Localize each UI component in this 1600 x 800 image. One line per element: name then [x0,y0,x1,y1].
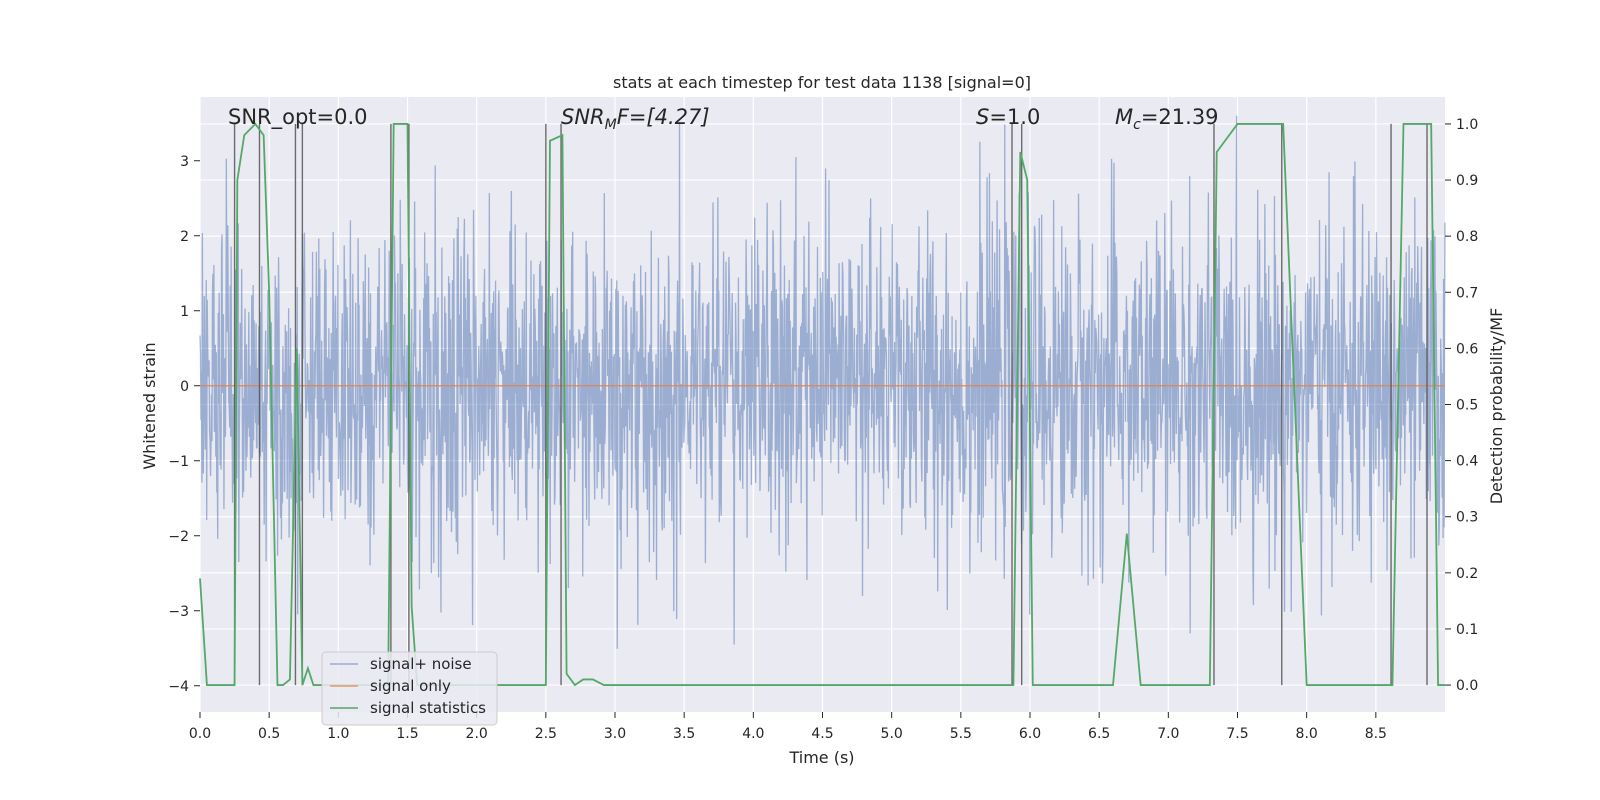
x-tick-label: 6.5 [1088,726,1110,742]
y2-tick-label: 0.7 [1456,285,1478,301]
annotation-snr-opt: SNR_opt=0.0 [228,105,368,130]
legend: signal+ noise signal only signal statist… [321,651,498,726]
x-tick-label: 0.5 [258,726,280,742]
y2-tick-label: 0.6 [1456,341,1478,357]
x-tick-label: 3.5 [673,726,695,742]
y-tick-label: 3 [180,154,189,170]
y2-tick-label: 1.0 [1456,117,1478,133]
signal-statistics-line [199,122,1445,687]
annotation-mc: Mc=21.39 [1115,105,1219,133]
y-tick-label: 0 [180,379,189,395]
y-axis-label: Whitened strain [140,342,159,469]
signal-noise-series [199,115,1446,649]
annotation-s-rest: =1.0 [989,105,1040,129]
legend-label-signal-only: signal only [370,677,451,695]
y2-tick-label: 0.0 [1456,678,1478,694]
annotation-snr-mf-rest: F=[4.27] [617,105,710,129]
x-tick-label: 1.0 [327,726,349,742]
y-tick-label: 2 [180,229,189,245]
y-axis-ticks: −4 −3 −2 −1 0 1 2 3 [168,154,200,695]
y-tick-label: 1 [180,304,189,320]
x-axis-ticks: 0.0 0.5 1.0 1.5 2.0 2.5 3.0 3.5 4.0 4.5 5.0 5.5 6.0 6… [189,712,1387,742]
y2-tick-label: 0.4 [1456,454,1478,470]
x-tick-label: 6.0 [1019,726,1041,742]
annotation-s-main: S [976,105,989,129]
y2-axis-label: Detection probability/MF [1487,308,1506,505]
x-tick-label: 8.0 [1296,726,1318,742]
legend-box [321,651,498,726]
y2-tick-label: 0.8 [1456,229,1478,245]
x-tick-label: 8.5 [1365,726,1387,742]
y-tick-label: −3 [168,604,189,620]
x-tick-label: 5.0 [881,726,903,742]
annotation-mc-rest: =21.39 [1141,105,1219,129]
annotation-snr-mf-main: SNR [561,105,605,129]
annotation-snr-mf: SNRMF=[4.27] [561,105,710,133]
x-tick-label: 1.5 [396,726,418,742]
x-tick-label: 0.0 [189,726,211,742]
x-tick-label: 2.5 [535,726,557,742]
y2-tick-label: 0.2 [1456,566,1478,582]
x-tick-label: 2.0 [466,726,488,742]
annotation-s: S=1.0 [976,105,1040,129]
legend-label-signal-statistics: signal statistics [370,699,486,717]
x-axis-label: Time (s) [788,748,854,767]
x-tick-label: 4.5 [811,726,833,742]
annotation-snr-mf-sub: M [605,117,617,133]
x-tick-label: 3.0 [604,726,626,742]
legend-label-signal-noise: signal+ noise [370,655,472,673]
y2-axis-ticks: 0.0 0.1 0.2 0.3 0.4 0.5 0.6 0.7 0.8 0.9 1.0 [1445,117,1478,694]
x-tick-label: 5.5 [950,726,972,742]
x-tick-label: 7.5 [1226,726,1248,742]
y-tick-label: −2 [168,529,189,545]
y-tick-label: −4 [168,679,189,695]
annotation-mc-main: M [1115,105,1133,129]
y2-tick-label: 0.9 [1456,173,1478,189]
signal-noise-line [199,115,1446,649]
y2-tick-label: 0.3 [1456,510,1478,526]
y2-tick-label: 0.1 [1456,622,1478,638]
chart-title: stats at each timestep for test data 113… [613,73,1031,92]
signal-statistics-series [199,122,1445,687]
annotation-mc-sub: c [1133,117,1141,133]
x-tick-label: 4.0 [742,726,764,742]
y2-tick-label: 0.5 [1456,398,1478,414]
x-tick-label: 7.0 [1157,726,1179,742]
y-tick-label: −1 [168,454,189,470]
